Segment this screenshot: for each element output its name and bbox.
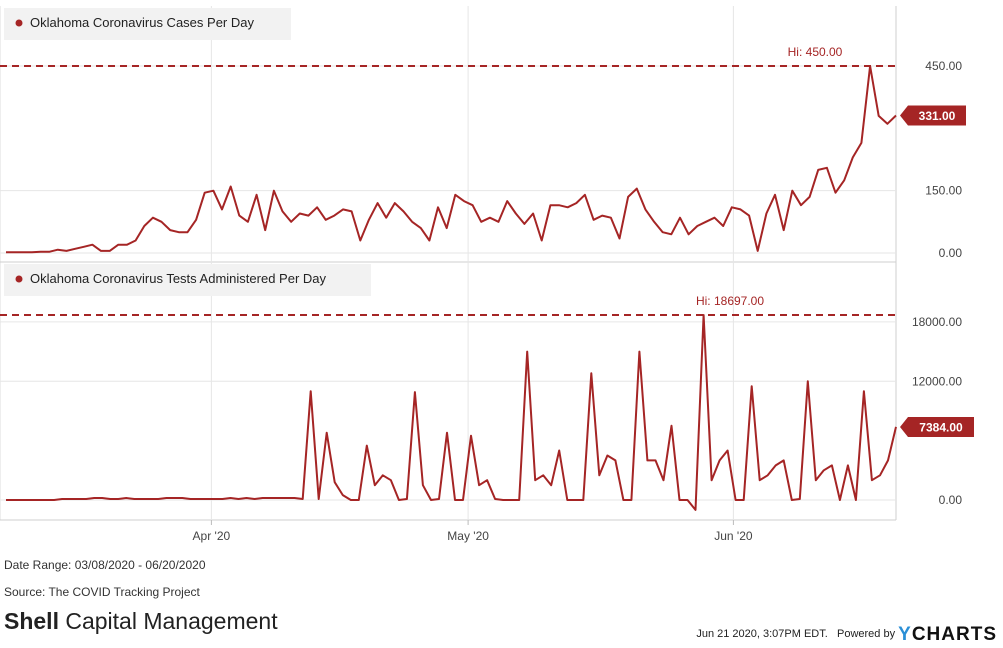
x-tick-label: May '20 — [447, 529, 489, 543]
ycharts-logo[interactable]: YCHARTS — [898, 624, 997, 645]
y-tick-label: 0.00 — [939, 493, 963, 507]
last-value-tag — [900, 416, 974, 437]
powered-by: Jun 21 2020, 3:07PM EDT. Powered by YCHA… — [696, 624, 997, 646]
powered-by-text: Powered by — [836, 628, 896, 640]
series-line — [6, 314, 897, 511]
y-tick-label: 12000.00 — [912, 374, 962, 388]
high-value-label: Hi: 18697.00 — [696, 294, 764, 308]
y-tick-label: 18000.00 — [912, 315, 962, 329]
y-tick-label: 150.00 — [925, 184, 962, 198]
series-line — [6, 65, 897, 254]
brand-rest: Capital Management — [58, 608, 278, 634]
ycharts-logo-y: Y — [898, 624, 912, 645]
y-tick-label: 0.00 — [939, 246, 963, 260]
date-range-text: Date Range: 03/08/2020 - 06/20/2020 — [4, 558, 206, 572]
high-value-label: Hi: 450.00 — [788, 45, 843, 59]
legend-box — [4, 8, 291, 40]
legend-label: Oklahoma Coronavirus Tests Administered … — [30, 271, 326, 286]
y-tick-label: 450.00 — [925, 59, 962, 73]
last-value-tag — [900, 105, 966, 126]
brand-logo: Shell Capital Management — [4, 608, 278, 635]
x-tick-label: Jun '20 — [714, 529, 753, 543]
source-text: Source: The COVID Tracking Project — [4, 585, 200, 599]
last-value-label: 7384.00 — [919, 420, 963, 434]
brand-bold: Shell — [4, 608, 59, 634]
legend-marker-icon — [15, 19, 23, 27]
last-value-label: 331.00 — [919, 109, 956, 123]
legend-marker-icon — [15, 275, 23, 283]
legend-box — [4, 264, 371, 296]
ycharts-logo-rest: CHARTS — [911, 624, 997, 645]
chart-area: Apr '20 May '20 Jun '20 0.00 150.00 450.00 Okl… — [0, 6, 974, 543]
legend-label: Oklahoma Coronavirus Cases Per Day — [30, 15, 254, 30]
timestamp-text: Jun 21 2020, 3:07PM EDT. — [696, 628, 828, 640]
x-tick-label: Apr '20 — [193, 529, 231, 543]
